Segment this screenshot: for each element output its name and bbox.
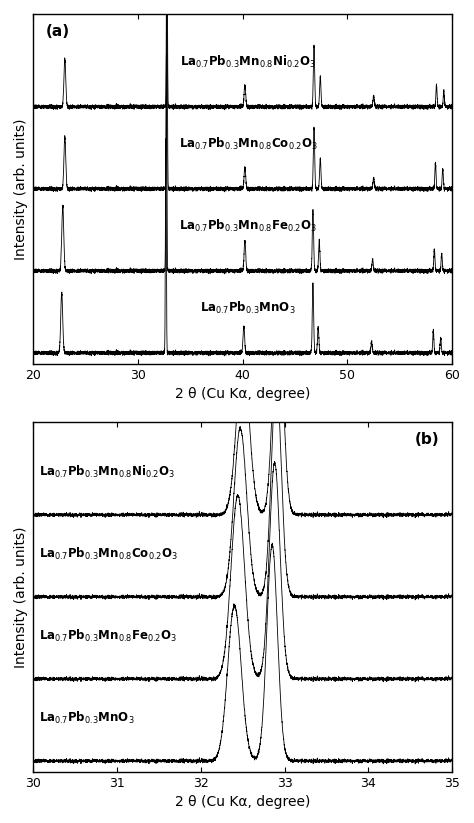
Text: La$_{0.7}$Pb$_{0.3}$Mn$_{0.8}$Ni$_{0.2}$O$_3$: La$_{0.7}$Pb$_{0.3}$Mn$_{0.8}$Ni$_{0.2}$… [39, 464, 175, 480]
Text: La$_{0.7}$Pb$_{0.3}$Mn$_{0.8}$Co$_{0.2}$O$_3$: La$_{0.7}$Pb$_{0.3}$Mn$_{0.8}$Co$_{0.2}$… [179, 136, 318, 151]
Y-axis label: Intensity (arb. units): Intensity (arb. units) [14, 526, 28, 667]
Text: (b): (b) [415, 432, 439, 448]
Text: La$_{0.7}$Pb$_{0.3}$Mn$_{0.8}$Fe$_{0.2}$O$_3$: La$_{0.7}$Pb$_{0.3}$Mn$_{0.8}$Fe$_{0.2}$… [39, 628, 177, 644]
Y-axis label: Intensity (arb. units): Intensity (arb. units) [14, 118, 28, 259]
X-axis label: 2 θ (Cu Kα, degree): 2 θ (Cu Kα, degree) [175, 795, 310, 809]
Text: La$_{0.7}$Pb$_{0.3}$Mn$_{0.8}$Co$_{0.2}$O$_3$: La$_{0.7}$Pb$_{0.3}$Mn$_{0.8}$Co$_{0.2}$… [39, 546, 178, 562]
Text: La$_{0.7}$Pb$_{0.3}$Mn$_{0.8}$Fe$_{0.2}$O$_3$: La$_{0.7}$Pb$_{0.3}$Mn$_{0.8}$Fe$_{0.2}$… [179, 217, 317, 234]
Text: (a): (a) [46, 25, 70, 40]
Text: La$_{0.7}$Pb$_{0.3}$Mn$_{0.8}$Ni$_{0.2}$O$_3$: La$_{0.7}$Pb$_{0.3}$Mn$_{0.8}$Ni$_{0.2}$… [180, 53, 316, 70]
Text: La$_{0.7}$Pb$_{0.3}$MnO$_3$: La$_{0.7}$Pb$_{0.3}$MnO$_3$ [39, 710, 135, 726]
X-axis label: 2 θ (Cu Kα, degree): 2 θ (Cu Kα, degree) [175, 387, 310, 401]
Text: La$_{0.7}$Pb$_{0.3}$MnO$_3$: La$_{0.7}$Pb$_{0.3}$MnO$_3$ [200, 300, 296, 316]
